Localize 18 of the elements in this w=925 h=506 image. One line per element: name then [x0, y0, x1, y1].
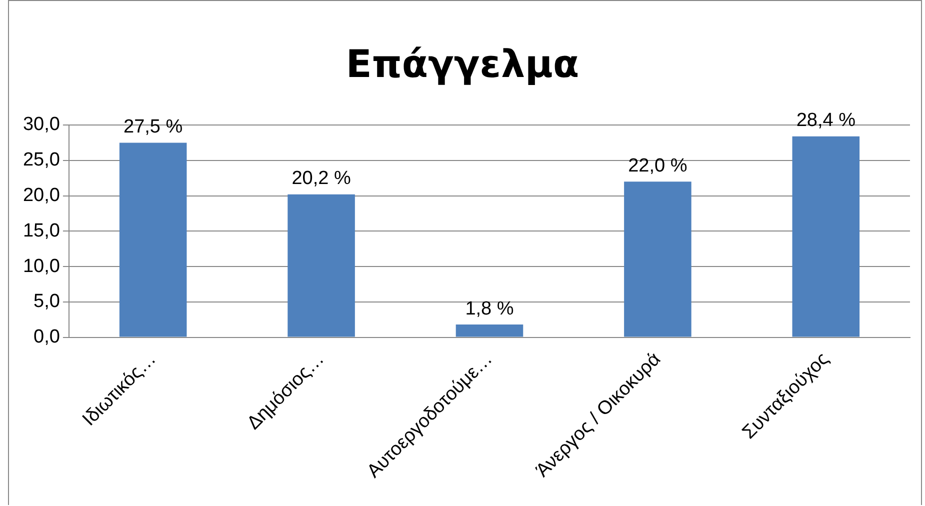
bar	[456, 324, 524, 337]
bar	[288, 194, 355, 337]
y-tick-label: 25,0	[22, 150, 60, 171]
data-label: 1,8 %	[465, 298, 514, 320]
y-tick-label: 10,0	[22, 256, 60, 277]
bar	[624, 182, 692, 337]
data-label: 20,2 %	[292, 168, 351, 190]
bar	[119, 142, 187, 337]
data-label: 27,5 %	[124, 116, 183, 138]
y-tick-label: 20,0	[22, 185, 60, 206]
y-tick-label: 0,0	[34, 326, 60, 348]
chart-title: Επάγγελμα	[344, 42, 580, 86]
data-label: 28,4 %	[796, 110, 856, 132]
y-tick-label: 30,0	[22, 114, 60, 136]
y-tick-label: 5,0	[34, 291, 60, 312]
data-label: 22,0 %	[628, 155, 688, 176]
y-tick-label: 15,0	[22, 220, 60, 242]
bar	[792, 136, 860, 337]
